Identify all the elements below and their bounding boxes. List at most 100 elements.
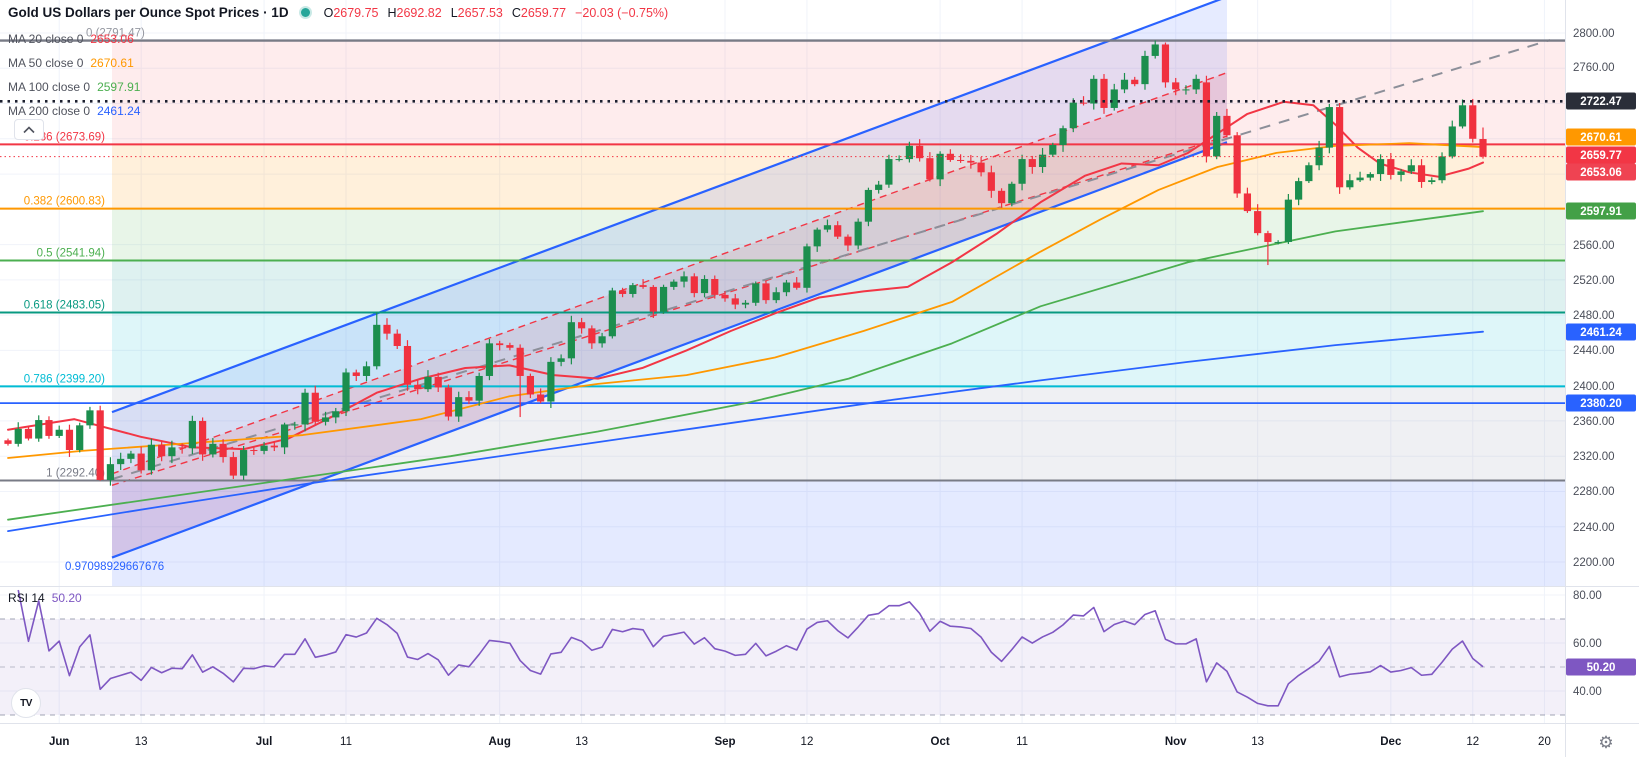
candle <box>1131 79 1139 85</box>
collapse-legend-button[interactable] <box>14 119 44 140</box>
candle <box>188 420 196 449</box>
fib-label: 0.236 (2673.69) <box>24 131 105 143</box>
candle <box>455 397 463 417</box>
price-tick-label: 2200.00 <box>1573 557 1615 569</box>
time-tick-label: Dec <box>1380 736 1402 748</box>
ma-200-legend[interactable]: MA 200 close 0 2461.24 <box>8 104 141 118</box>
high-value: H2692.82 <box>387 5 442 20</box>
rsi-legend[interactable]: RSI 14 50.20 <box>8 591 82 605</box>
candle <box>537 394 545 402</box>
candle <box>4 440 12 444</box>
candle <box>1120 79 1129 90</box>
candle <box>147 444 156 471</box>
channel-level-label: 0.97098929667676 <box>65 561 164 573</box>
candle <box>516 347 524 376</box>
candle <box>414 384 422 390</box>
ma-20-legend[interactable]: MA 20 close 0 2653.06 <box>8 32 134 46</box>
candle <box>578 322 586 329</box>
price-badge <box>1566 394 1636 412</box>
settings-gear-icon[interactable]: ⚙ <box>1598 733 1614 752</box>
candle <box>209 443 217 455</box>
time-tick-label: Jul <box>256 736 273 748</box>
time-tick-label: 11 <box>1016 736 1028 748</box>
candle <box>1079 102 1088 104</box>
candle <box>875 184 883 190</box>
price-tick-label: 2280.00 <box>1573 486 1615 498</box>
candle <box>424 376 432 390</box>
candle <box>1407 165 1415 172</box>
candle <box>96 410 104 481</box>
candle <box>76 425 84 451</box>
candle <box>772 292 780 301</box>
candle <box>291 424 299 426</box>
candle <box>383 324 391 334</box>
candle <box>997 190 1006 204</box>
candle <box>260 445 268 451</box>
time-tick-label: 12 <box>801 736 814 748</box>
price-badge <box>1566 202 1636 220</box>
candle <box>475 375 483 401</box>
candle <box>834 225 842 237</box>
candle <box>926 158 934 180</box>
price-axis[interactable]: 2800.00 2760.00 2560.00 2520.00 2480.00 2440.… <box>1566 28 1636 698</box>
fib-channel-upper-line <box>111 0 1222 414</box>
symbol-title[interactable]: Gold US Dollars per Ounce Spot Prices · … <box>8 5 289 20</box>
time-tick-label: 20 <box>1538 736 1551 748</box>
fib-label: 0.382 (2600.83) <box>24 196 105 208</box>
candle <box>1110 89 1118 108</box>
time-axis[interactable]: Jun 13 Jul 11 Aug 13 Sep 12 Oct 11 Nov 13 Dec 12 20 <box>49 736 1551 748</box>
candle <box>1387 159 1395 175</box>
candle <box>588 328 596 344</box>
tradingview-logo[interactable]: TV <box>11 688 41 718</box>
regression-channel-upper-line <box>111 72 1228 475</box>
candle <box>1182 89 1190 91</box>
ma-50-legend[interactable]: MA 50 close 0 2670.61 <box>8 56 134 70</box>
candle <box>332 411 340 418</box>
candle <box>321 417 330 422</box>
chart-legend: Gold US Dollars per Ounce Spot Prices · … <box>8 5 668 118</box>
candle <box>639 285 647 287</box>
open-value: O2679.75 <box>323 5 379 20</box>
candle <box>1295 181 1303 200</box>
candle <box>731 298 739 305</box>
rsi-pane <box>0 589 1565 716</box>
candle <box>403 345 412 385</box>
candle <box>762 283 770 301</box>
candle <box>649 286 657 312</box>
fib-label: 0.786 (2399.20) <box>24 373 105 385</box>
candle <box>1335 107 1344 188</box>
candle <box>342 372 350 412</box>
time-tick-label: 13 <box>135 736 148 748</box>
candle <box>1049 144 1057 155</box>
ma-100-legend[interactable]: MA 100 close 0 2597.91 <box>8 80 141 94</box>
price-tick-label: 40.00 <box>1573 686 1602 698</box>
price-badge-label: 2670.61 <box>1580 132 1622 144</box>
candle <box>65 429 74 451</box>
candle <box>711 278 719 295</box>
price-tick-label: 2800.00 <box>1573 28 1615 40</box>
candle <box>178 447 186 449</box>
candle <box>1038 154 1047 168</box>
candle <box>250 450 258 452</box>
candle <box>1417 165 1426 183</box>
fib-lines <box>0 39 1565 482</box>
candle <box>127 453 135 459</box>
candle <box>752 283 760 303</box>
candle <box>1100 78 1108 108</box>
candle <box>823 225 832 230</box>
candle <box>567 322 575 359</box>
low-value: L2657.53 <box>450 5 503 20</box>
candle <box>280 424 289 448</box>
ma200-line <box>7 330 1484 533</box>
candle <box>885 159 893 185</box>
time-tick-label: 13 <box>575 736 588 748</box>
fib-label: 0 (2791.47) <box>86 28 145 40</box>
candle <box>1479 139 1487 157</box>
time-tick-label: Nov <box>1165 736 1187 748</box>
candle <box>700 278 709 294</box>
candle <box>680 276 688 282</box>
price-tick-label: 2320.00 <box>1573 451 1615 463</box>
candle <box>1223 115 1231 136</box>
